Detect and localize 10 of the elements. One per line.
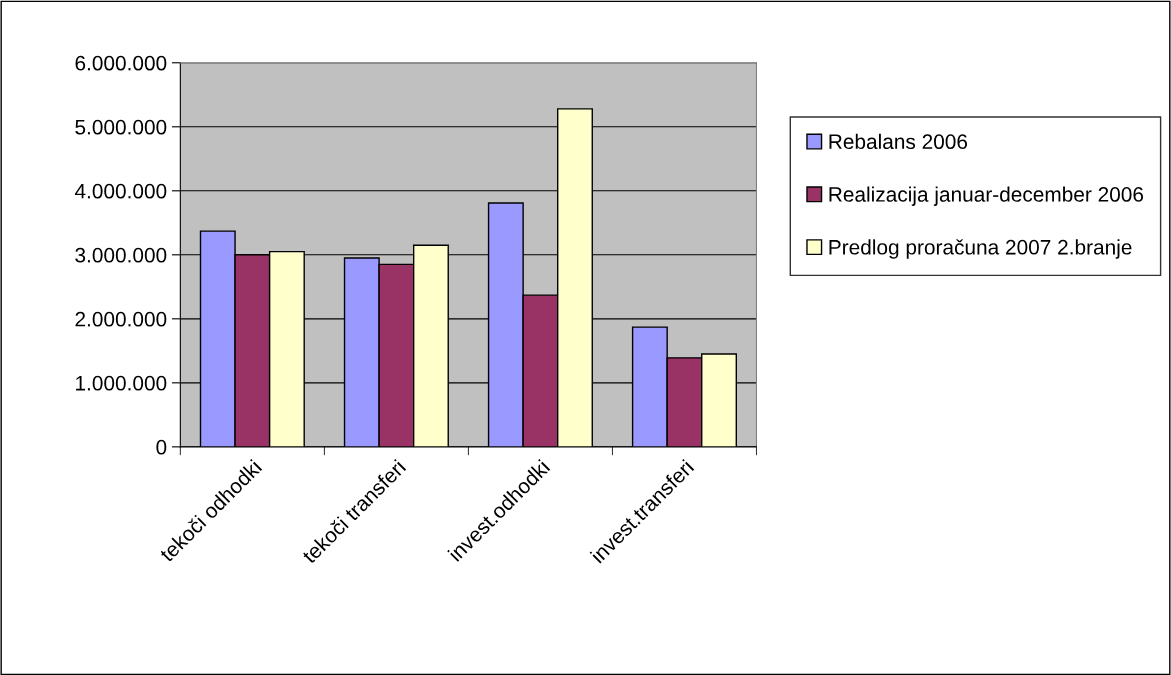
legend-label: Realizacija januar-december 2006 xyxy=(829,186,1144,206)
y-tick-label: 0 xyxy=(156,439,167,455)
y-tick-label: 4.000.000 xyxy=(74,183,167,199)
y-tick-label: 6.000.000 xyxy=(75,55,167,71)
y-tick-label: 2.000.000 xyxy=(75,311,167,327)
legend-label: Rebalans 2006 xyxy=(829,133,968,150)
y-tick-label: 3.000.000 xyxy=(75,247,167,263)
y-tick-label: 1.000.000 xyxy=(76,375,167,391)
y-tick-label: 5.000.000 xyxy=(75,119,167,135)
legend-label: Predlog proračuna 2007 2.branje xyxy=(829,239,1132,259)
